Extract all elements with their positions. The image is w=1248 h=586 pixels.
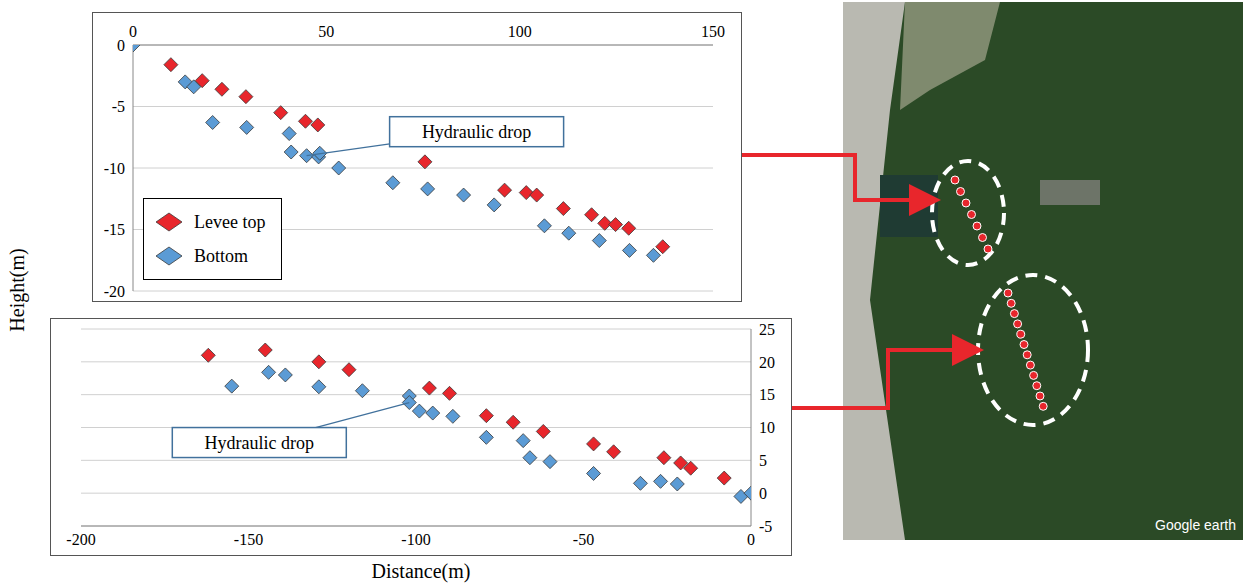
svg-text:-150: -150 — [234, 531, 263, 548]
svg-text:150: 150 — [701, 23, 725, 40]
svg-text:-5: -5 — [759, 518, 772, 535]
svg-text:-10: -10 — [104, 160, 125, 177]
svg-text:0: 0 — [759, 485, 767, 502]
svg-text:Height(m): Height(m) — [6, 248, 29, 331]
svg-text:-50: -50 — [573, 531, 594, 548]
svg-text:-5: -5 — [112, 98, 125, 115]
html-text:Bottom: Bottom — [194, 245, 248, 266]
svg-text:0: 0 — [117, 37, 125, 54]
svg-text:-15: -15 — [104, 221, 125, 238]
svg-text:0: 0 — [129, 23, 137, 40]
svg-text:-20: -20 — [104, 283, 125, 300]
svg-text:100: 100 — [508, 23, 532, 40]
svg-text:0: 0 — [747, 531, 755, 548]
svg-text:Distance(m): Distance(m) — [372, 560, 471, 583]
svg-text:10: 10 — [759, 419, 775, 436]
svg-text:Google earth: Google earth — [1155, 517, 1236, 533]
svg-text:5: 5 — [759, 452, 767, 469]
svg-text:25: 25 — [759, 321, 775, 338]
svg-text:20: 20 — [759, 354, 775, 371]
html-text:Levee top: Levee top — [194, 211, 266, 232]
svg-text:15: 15 — [759, 386, 775, 403]
svg-text:50: 50 — [318, 23, 334, 40]
svg-text:-100: -100 — [401, 531, 430, 548]
svg-text:-200: -200 — [66, 531, 95, 548]
svg-text:Hydraulic drop: Hydraulic drop — [422, 122, 531, 142]
svg-text:Hydraulic drop: Hydraulic drop — [205, 433, 314, 453]
